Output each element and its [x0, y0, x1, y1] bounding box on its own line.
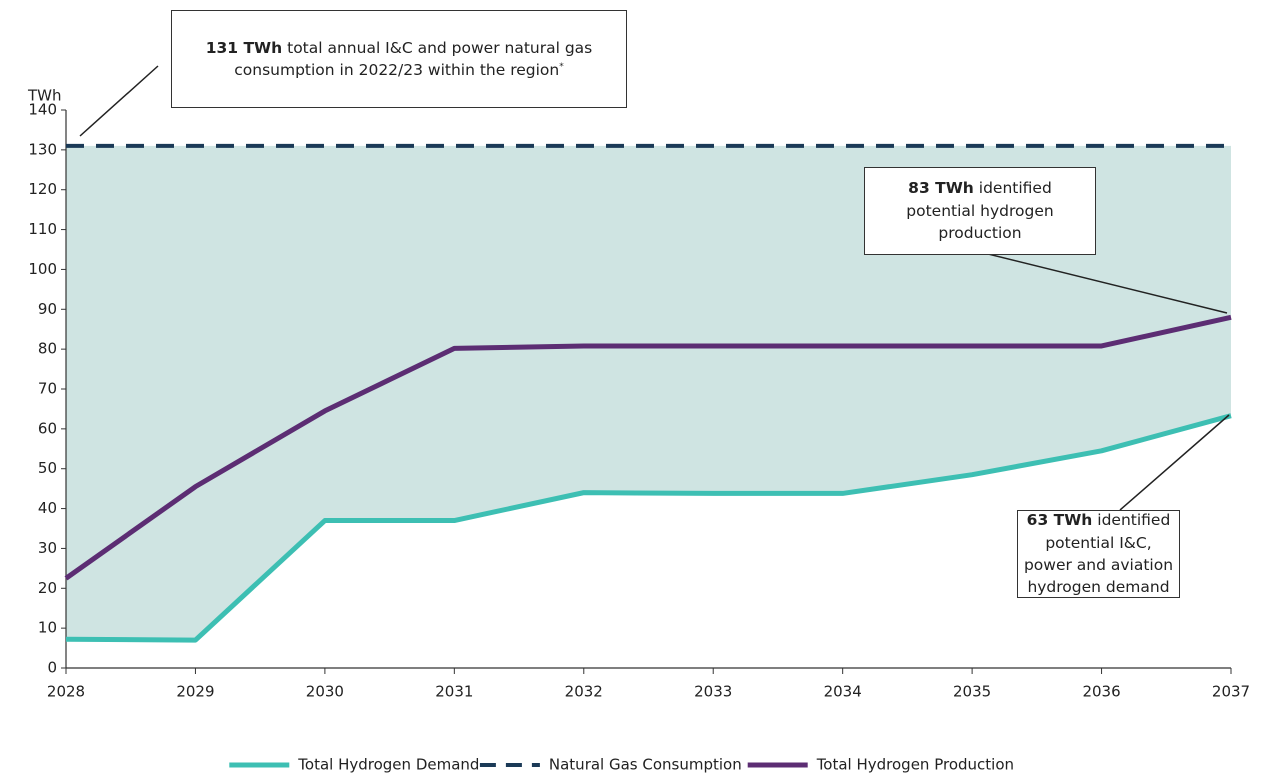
y-tick-label: 130: [28, 140, 57, 158]
x-tick-label: 2037: [1212, 683, 1250, 701]
annotation: 63 TWh identified potential I&C, power a…: [1017, 510, 1180, 598]
y-tick-label: 140: [28, 101, 57, 119]
y-tick-label: 80: [38, 340, 57, 358]
x-tick-label: 2028: [47, 683, 85, 701]
connector: [79, 65, 159, 137]
legend-label: Total Hydrogen Production: [816, 756, 1014, 774]
y-tick-label: 70: [38, 380, 57, 398]
y-tick-label: 110: [28, 220, 57, 238]
x-tick-label: 2031: [435, 683, 473, 701]
y-tick-label: 20: [38, 579, 57, 597]
y-tick-label: 50: [38, 459, 57, 477]
y-tick-label: 10: [38, 619, 57, 637]
line-series: [65, 413, 1232, 643]
x-tick-label: 2033: [694, 683, 732, 701]
x-tick-label: 2035: [953, 683, 991, 701]
x-tick-label: 2034: [824, 683, 862, 701]
plot: [61, 109, 1232, 674]
line-series: [64, 314, 1232, 581]
x-tick-label: 2032: [565, 683, 603, 701]
connector: [1119, 414, 1230, 511]
y-tick-label: 100: [28, 260, 57, 278]
connector: [979, 251, 1228, 314]
x-tick-label: 2029: [176, 683, 214, 701]
shaded-area: [66, 145, 1231, 641]
y-axis-label: TWh: [27, 87, 62, 105]
y-tick-label: 90: [38, 300, 57, 318]
legend-label: Natural Gas Consumption: [549, 756, 742, 774]
x-tick-label: 2036: [1082, 683, 1120, 701]
y-tick-label: 30: [38, 539, 57, 557]
y-tick-label: 0: [47, 659, 57, 677]
y-tick-label: 60: [38, 419, 57, 437]
annotation: 131 TWh total annual I&C and power natur…: [171, 10, 627, 108]
x-tick-label: 2030: [306, 683, 344, 701]
y-tick-label: 40: [38, 499, 57, 517]
legend: Total Hydrogen Demand Natural Gas Consump…: [229, 756, 1014, 774]
y-tick-label: 120: [28, 180, 57, 198]
legend-label: Total Hydrogen Demand: [297, 756, 479, 774]
annotation: 83 TWh identified potential hydrogen pro…: [864, 167, 1096, 255]
